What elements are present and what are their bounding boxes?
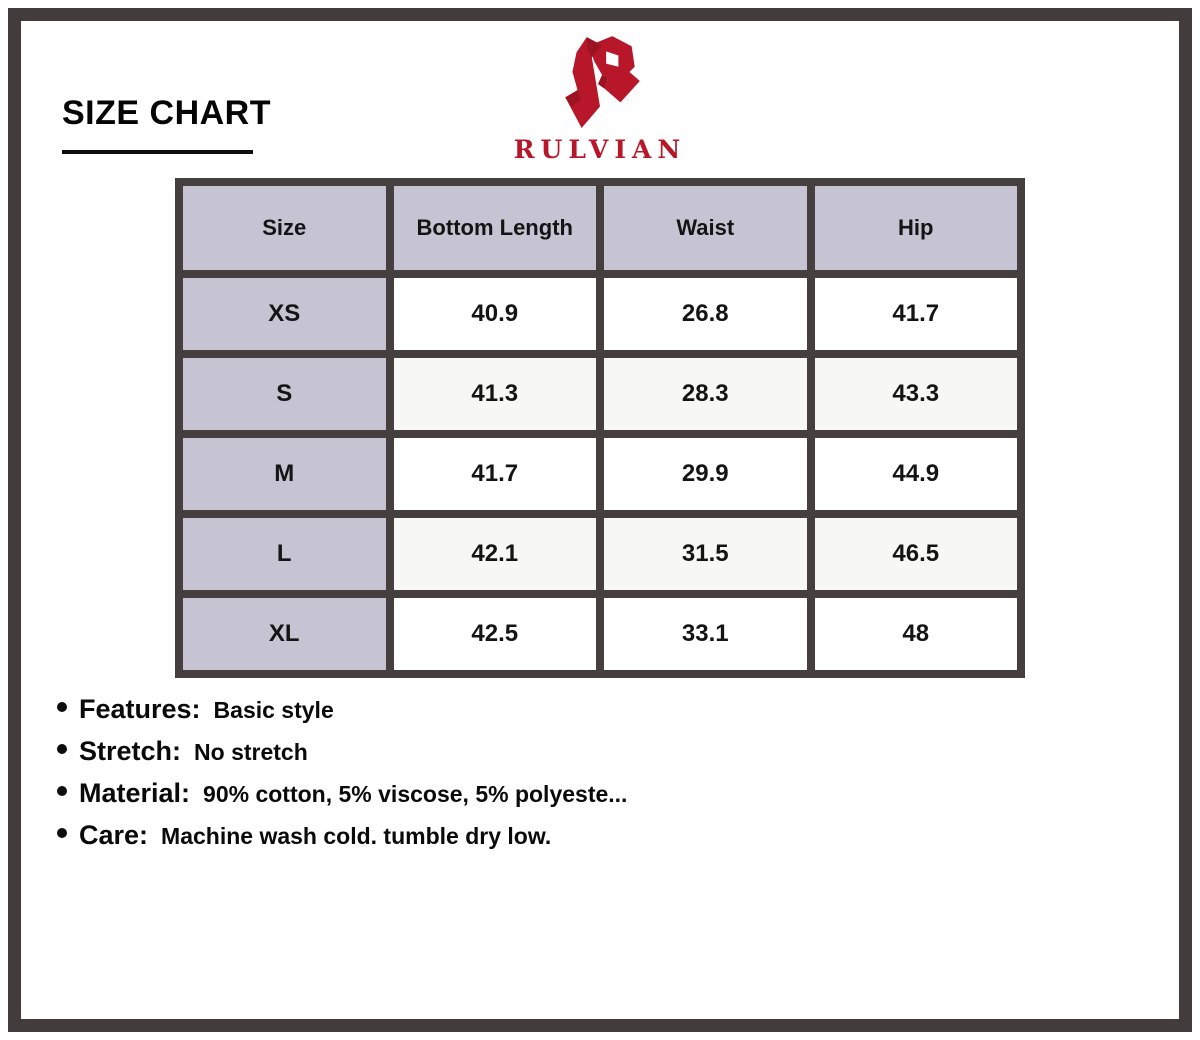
table-row-xl: XL 42.5 33.1 48 <box>175 590 1025 678</box>
bottom-length-value: 41.7 <box>385 430 604 518</box>
product-details-list: Features: Basic style Stretch: No stretc… <box>57 694 627 862</box>
size-label: XS <box>175 270 394 358</box>
detail-label: Stretch: <box>79 736 182 766</box>
bullet-icon <box>57 827 67 838</box>
detail-value: Machine wash cold. tumble dry low. <box>161 823 552 849</box>
bullet-icon <box>57 701 67 712</box>
size-label: L <box>175 510 394 598</box>
table-row-s: S 41.3 28.3 43.3 <box>175 350 1025 438</box>
detail-value: 90% cotton, 5% viscose, 5% polyeste... <box>203 781 628 807</box>
column-header-size: Size <box>175 178 394 278</box>
size-label: XL <box>175 590 394 678</box>
waist-value: 26.8 <box>596 270 815 358</box>
column-header-waist: Waist <box>596 178 815 278</box>
detail-label: Material: <box>79 778 191 808</box>
bullet-icon <box>57 785 67 796</box>
size-chart-table: Size Bottom Length Waist Hip XS 40.9 26.… <box>175 178 1025 678</box>
page-title: SIZE CHART <box>62 94 271 132</box>
hip-value: 46.5 <box>806 510 1025 598</box>
detail-label: Features: <box>79 694 201 724</box>
hip-value: 41.7 <box>806 270 1025 358</box>
bottom-length-value: 40.9 <box>385 270 604 358</box>
waist-value: 28.3 <box>596 350 815 438</box>
page-border-frame <box>8 8 1192 1032</box>
waist-value: 31.5 <box>596 510 815 598</box>
hip-value: 48 <box>806 590 1025 678</box>
waist-value: 29.9 <box>596 430 815 518</box>
brand-name: RULVIAN <box>513 135 687 164</box>
bullet-icon <box>57 743 67 754</box>
column-header-hip: Hip <box>806 178 1025 278</box>
detail-value: Basic style <box>213 697 334 723</box>
size-label: M <box>175 430 394 518</box>
bottom-length-value: 41.3 <box>385 350 604 438</box>
detail-value: No stretch <box>194 739 308 765</box>
table-header-row: Size Bottom Length Waist Hip <box>175 178 1025 278</box>
table-row-xs: XS 40.9 26.8 41.7 <box>175 270 1025 358</box>
detail-item-stretch: Stretch: No stretch <box>57 736 627 767</box>
bottom-length-value: 42.5 <box>385 590 604 678</box>
column-header-bottom-length: Bottom Length <box>385 178 604 278</box>
bottom-length-value: 42.1 <box>385 510 604 598</box>
brand-logo: RULVIAN <box>450 33 750 164</box>
size-label: S <box>175 350 394 438</box>
detail-item-material: Material: 90% cotton, 5% viscose, 5% pol… <box>57 778 627 809</box>
hip-value: 43.3 <box>806 350 1025 438</box>
detail-label: Care: <box>79 820 149 850</box>
table-row-m: M 41.7 29.9 44.9 <box>175 430 1025 518</box>
title-underline <box>62 150 253 154</box>
rulvian-r-logo-icon <box>565 36 640 128</box>
hip-value: 44.9 <box>806 430 1025 518</box>
detail-item-features: Features: Basic style <box>57 694 627 725</box>
table-row-l: L 42.1 31.5 46.5 <box>175 510 1025 598</box>
waist-value: 33.1 <box>596 590 815 678</box>
detail-item-care: Care: Machine wash cold. tumble dry low. <box>57 820 627 851</box>
